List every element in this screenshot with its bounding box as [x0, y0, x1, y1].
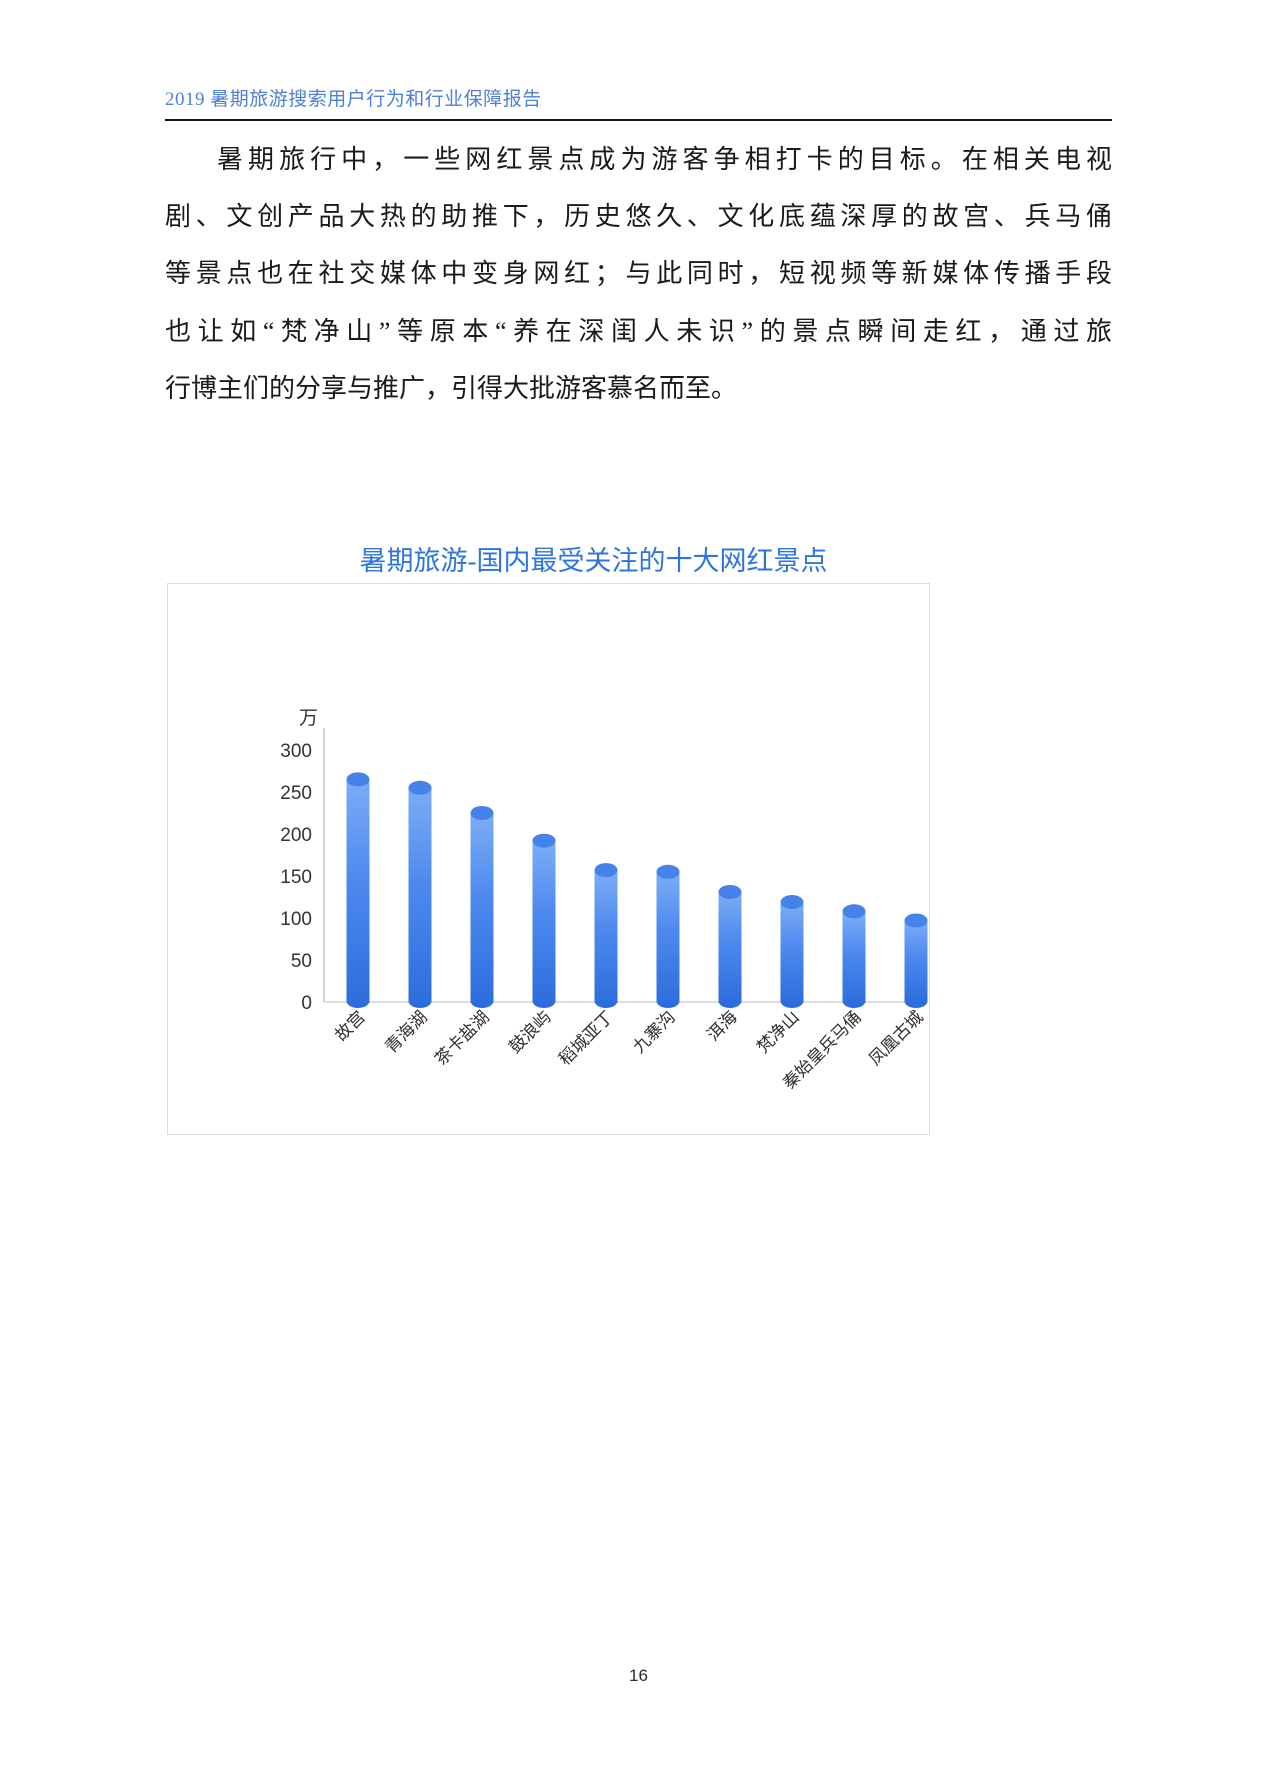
bar — [470, 813, 494, 1002]
category-label: 鼓浪屿 — [505, 1007, 554, 1056]
bar-top-cap — [904, 913, 928, 928]
y-tick-label: 300 — [280, 741, 312, 762]
y-tick-label: 0 — [301, 993, 312, 1014]
page-number: 16 — [629, 1666, 648, 1685]
category-label: 青海湖 — [381, 1007, 430, 1056]
y-axis-unit-label: 万 — [299, 708, 318, 729]
bar — [656, 871, 680, 1002]
y-tick-label: 100 — [280, 909, 312, 930]
y-tick-label: 150 — [280, 867, 312, 888]
bar-top-cap — [532, 833, 556, 848]
bar — [532, 840, 556, 1002]
bar-chart: 万 300 250 200 150 100 50 0 故宫 青海湖 茶卡盐湖 鼓浪屿 稻城亚丁 九寨沟 洱海… — [280, 708, 928, 1093]
bar — [346, 779, 370, 1002]
bar — [842, 911, 866, 1002]
bar-top-cap — [408, 780, 432, 795]
category-label: 凤凰古城 — [865, 1007, 927, 1069]
chart-container: 万 300 250 200 150 100 50 0 故宫 青海湖 茶卡盐湖 鼓浪屿 稻城亚丁 九寨沟 洱海… — [167, 583, 930, 1135]
y-tick-label: 200 — [280, 825, 312, 846]
report-header-title: 2019 暑期旅游搜索用户行为和行业保障报告 — [165, 89, 542, 110]
y-tick-label: 250 — [280, 783, 312, 804]
bar-top-cap — [656, 864, 680, 879]
paragraph-line: 剧、文创产品大热的助推下，历史悠久、文化底蕴深厚的故宫、兵马俑 — [165, 202, 1112, 232]
bar-top-cap — [842, 904, 866, 919]
bar-top-cap — [346, 772, 370, 787]
report-header: 2019 暑期旅游搜索用户行为和行业保障报告 — [165, 84, 1112, 121]
bar — [594, 870, 618, 1002]
paragraph-line: 暑期旅行中，一些网红景点成为游客争相打卡的目标。在相关电视 — [217, 145, 1112, 174]
bar-top-cap — [470, 806, 494, 820]
body-paragraph: 暑期旅行中，一些网红景点成为游客争相打卡的目标。在相关电视剧、文创产品大热的助推… — [165, 131, 1112, 417]
category-label: 茶卡盐湖 — [431, 1007, 493, 1069]
bar — [780, 902, 804, 1002]
category-label: 九寨沟 — [629, 1007, 678, 1056]
category-label: 故宫 — [331, 1007, 368, 1044]
chart-title: 暑期旅游-国内最受关注的十大网红景点 — [359, 546, 828, 576]
category-label: 稻城亚丁 — [555, 1007, 617, 1069]
bar-top-cap — [594, 863, 618, 878]
y-tick-label: 50 — [291, 951, 312, 972]
category-label: 洱海 — [703, 1007, 740, 1044]
paragraph-line: 等景点也在社交媒体中变身网红；与此同时，短视频等新媒体传播手段 — [165, 259, 1112, 289]
bar — [408, 787, 432, 1002]
paragraph-line: 也让如“梵净山”等原本“养在深闺人未识”的景点瞬间走红，通过旅 — [165, 316, 1112, 346]
bar-top-cap — [718, 884, 742, 899]
category-label: 梵净山 — [753, 1007, 802, 1056]
bar — [904, 920, 928, 1002]
bar — [718, 891, 742, 1002]
paragraph-line: 行博主们的分享与推广，引得大批游客慕名而至。 — [165, 373, 738, 403]
bar-top-cap — [780, 895, 804, 910]
